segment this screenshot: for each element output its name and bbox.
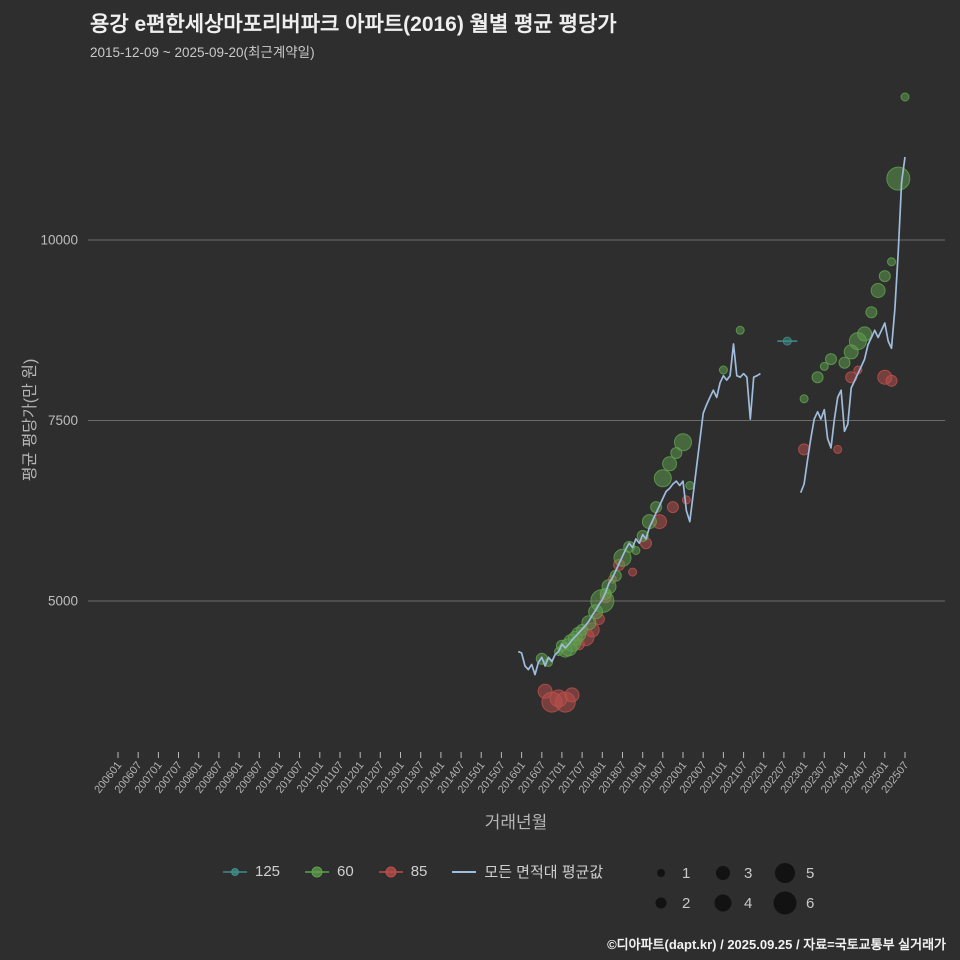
bubble-85 xyxy=(833,444,843,454)
y-axis-label: 평균 평당가(만 원) xyxy=(22,358,39,482)
bubble-60 xyxy=(878,270,891,283)
bubble-60 xyxy=(811,371,824,384)
size-legend-label: 6 xyxy=(806,894,815,912)
legend-swatch-icon xyxy=(378,866,403,877)
bubble-60 xyxy=(819,361,829,371)
size-legend-label: 5 xyxy=(806,864,815,882)
size-legend-item-4: 4 xyxy=(710,888,772,918)
bubble-60 xyxy=(870,283,886,298)
average-line xyxy=(517,343,761,676)
size-legend-item-2: 2 xyxy=(648,888,710,918)
date-range-subtitle: 2015-12-09 ~ 2025-09-20(최근계약일) xyxy=(90,45,315,60)
bubble-60 xyxy=(886,166,911,191)
legend-item-60[interactable]: 60 xyxy=(304,863,354,880)
bubble-60 xyxy=(900,92,910,102)
legend-item-85[interactable]: 85 xyxy=(378,863,428,880)
legend-item-모든-면적대-평균값[interactable]: 모든 면적대 평균값 xyxy=(451,861,603,882)
bubble-60 xyxy=(887,257,896,267)
series-legend: 125 60 85 모든 면적대 평균값 xyxy=(222,861,603,882)
bubble-60 xyxy=(857,326,873,342)
bubble-60 xyxy=(662,456,678,472)
bubble-60 xyxy=(718,365,728,375)
legend-label: 85 xyxy=(410,863,428,880)
bubble-85 xyxy=(564,687,580,703)
size-dot-icon xyxy=(655,897,667,909)
bubble-85 xyxy=(681,495,691,505)
bubble-size-legend: 1 3 5 2 4 6 xyxy=(648,858,834,918)
source-credit: ©디아파트(dapt.kr) / 2025.09.25 / 자료=국토교통부 실… xyxy=(607,937,946,952)
legend-line-icon xyxy=(452,870,477,873)
bubble-60 xyxy=(674,433,692,452)
size-dot-icon xyxy=(773,891,797,915)
bubble-60 xyxy=(825,353,837,366)
size-dot-icon xyxy=(775,863,795,883)
bubble-85 xyxy=(628,567,638,577)
size-legend-label: 1 xyxy=(682,864,691,882)
legend-item-125[interactable]: 125 xyxy=(222,863,280,880)
size-legend-item-3: 3 xyxy=(710,858,772,888)
bubble-60 xyxy=(865,306,878,319)
size-dot-icon xyxy=(657,869,665,877)
size-legend-item-5: 5 xyxy=(772,858,834,888)
page-title: 용강 e편한세상마포리버파크 아파트(2016) 월별 평균 평당가 xyxy=(90,13,617,36)
size-dot-icon xyxy=(716,866,730,880)
average-line xyxy=(799,156,906,494)
bubble-60 xyxy=(653,469,672,488)
size-legend-label: 2 xyxy=(682,894,691,912)
bubble-85 xyxy=(666,501,679,514)
bubble-60 xyxy=(838,356,851,369)
bubble-60 xyxy=(631,546,641,555)
y-tick-label: 10000 xyxy=(40,233,78,248)
bubble-60 xyxy=(735,325,745,335)
bubble-60 xyxy=(799,394,809,404)
size-dot-icon xyxy=(714,894,732,912)
scatter-line-chart[interactable]: 5000750010000200601200607200701200707200… xyxy=(0,0,960,840)
y-tick-label: 7500 xyxy=(48,413,78,428)
x-axis-label: 거래년월 xyxy=(484,813,548,832)
size-legend-item-1: 1 xyxy=(648,858,710,888)
size-legend-label: 3 xyxy=(744,864,753,882)
legend-swatch-icon xyxy=(305,866,330,877)
chart-plot[interactable]: 5000 7500 10000 200601 200607 200701 200707 200… xyxy=(0,0,960,840)
bubble-125 xyxy=(782,336,792,346)
bubble-85 xyxy=(885,374,898,387)
legend-label: 60 xyxy=(337,863,354,880)
y-tick-label: 5000 xyxy=(48,594,78,609)
bubble-60 xyxy=(685,481,695,490)
legend-label: 125 xyxy=(255,863,281,880)
bubble-60 xyxy=(601,579,617,595)
size-legend-label: 4 xyxy=(744,894,753,912)
legend-label: 모든 면적대 평균값 xyxy=(484,864,604,881)
size-legend-item-6: 6 xyxy=(772,888,834,918)
legend-swatch-icon xyxy=(223,867,247,876)
